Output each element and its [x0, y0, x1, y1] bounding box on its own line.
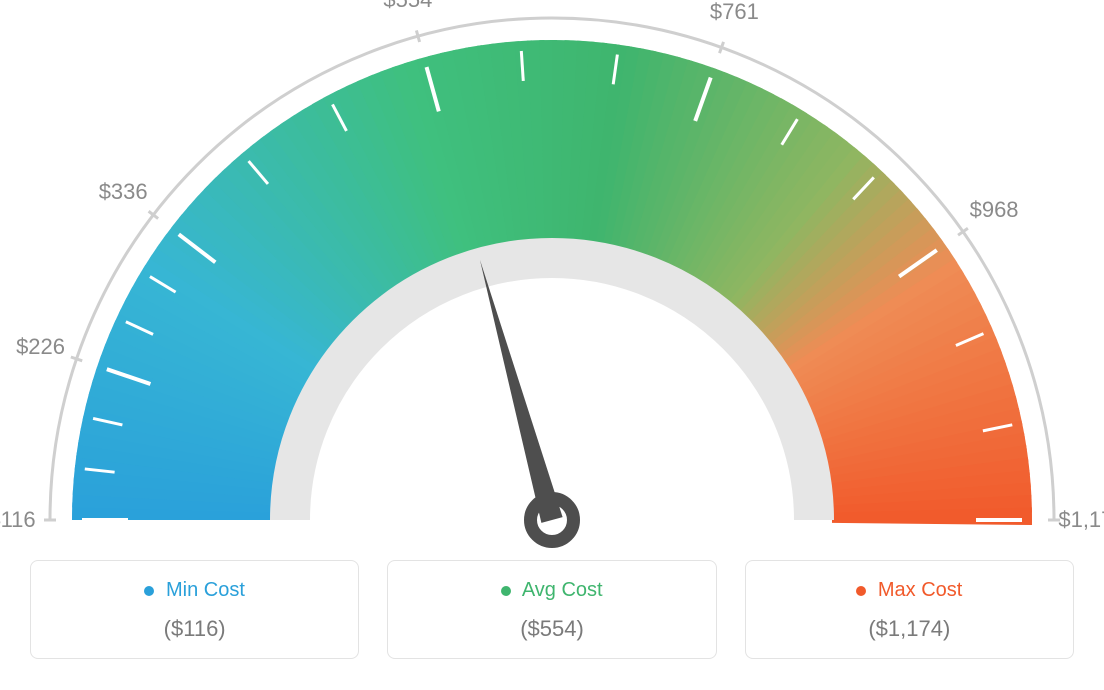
- max-cost-card: Max Cost ($1,174): [745, 560, 1074, 659]
- avg-cost-value: ($554): [398, 616, 705, 642]
- avg-cost-dot-icon: [501, 586, 511, 596]
- max-cost-dot-icon: [856, 586, 866, 596]
- avg-cost-label: Avg Cost: [522, 579, 603, 601]
- gauge-tick-label: $1,174: [1058, 507, 1104, 533]
- max-cost-title: Max Cost: [856, 579, 962, 602]
- min-cost-title: Min Cost: [144, 579, 244, 602]
- gauge-tick-label: $336: [99, 179, 148, 205]
- max-cost-value: ($1,174): [756, 616, 1063, 642]
- min-cost-dot-icon: [144, 586, 154, 596]
- gauge-tick-label: $554: [383, 0, 432, 13]
- cost-cards-row: Min Cost ($116) Avg Cost ($554) Max Cost…: [0, 560, 1104, 689]
- avg-cost-title: Avg Cost: [501, 579, 602, 602]
- max-cost-label: Max Cost: [878, 579, 962, 601]
- min-cost-label: Min Cost: [166, 579, 245, 601]
- gauge-chart: $116 $226 $336 $554 $761 $968 $1,174: [0, 0, 1104, 560]
- gauge-tick-label: $226: [16, 334, 65, 360]
- gauge-svg: [0, 0, 1104, 560]
- min-cost-value: ($116): [41, 616, 348, 642]
- gauge-tick-label: $761: [710, 0, 759, 25]
- avg-cost-card: Avg Cost ($554): [387, 560, 716, 659]
- gauge-tick-label: $116: [0, 507, 36, 533]
- gauge-tick-label: $968: [970, 197, 1019, 223]
- min-cost-card: Min Cost ($116): [30, 560, 359, 659]
